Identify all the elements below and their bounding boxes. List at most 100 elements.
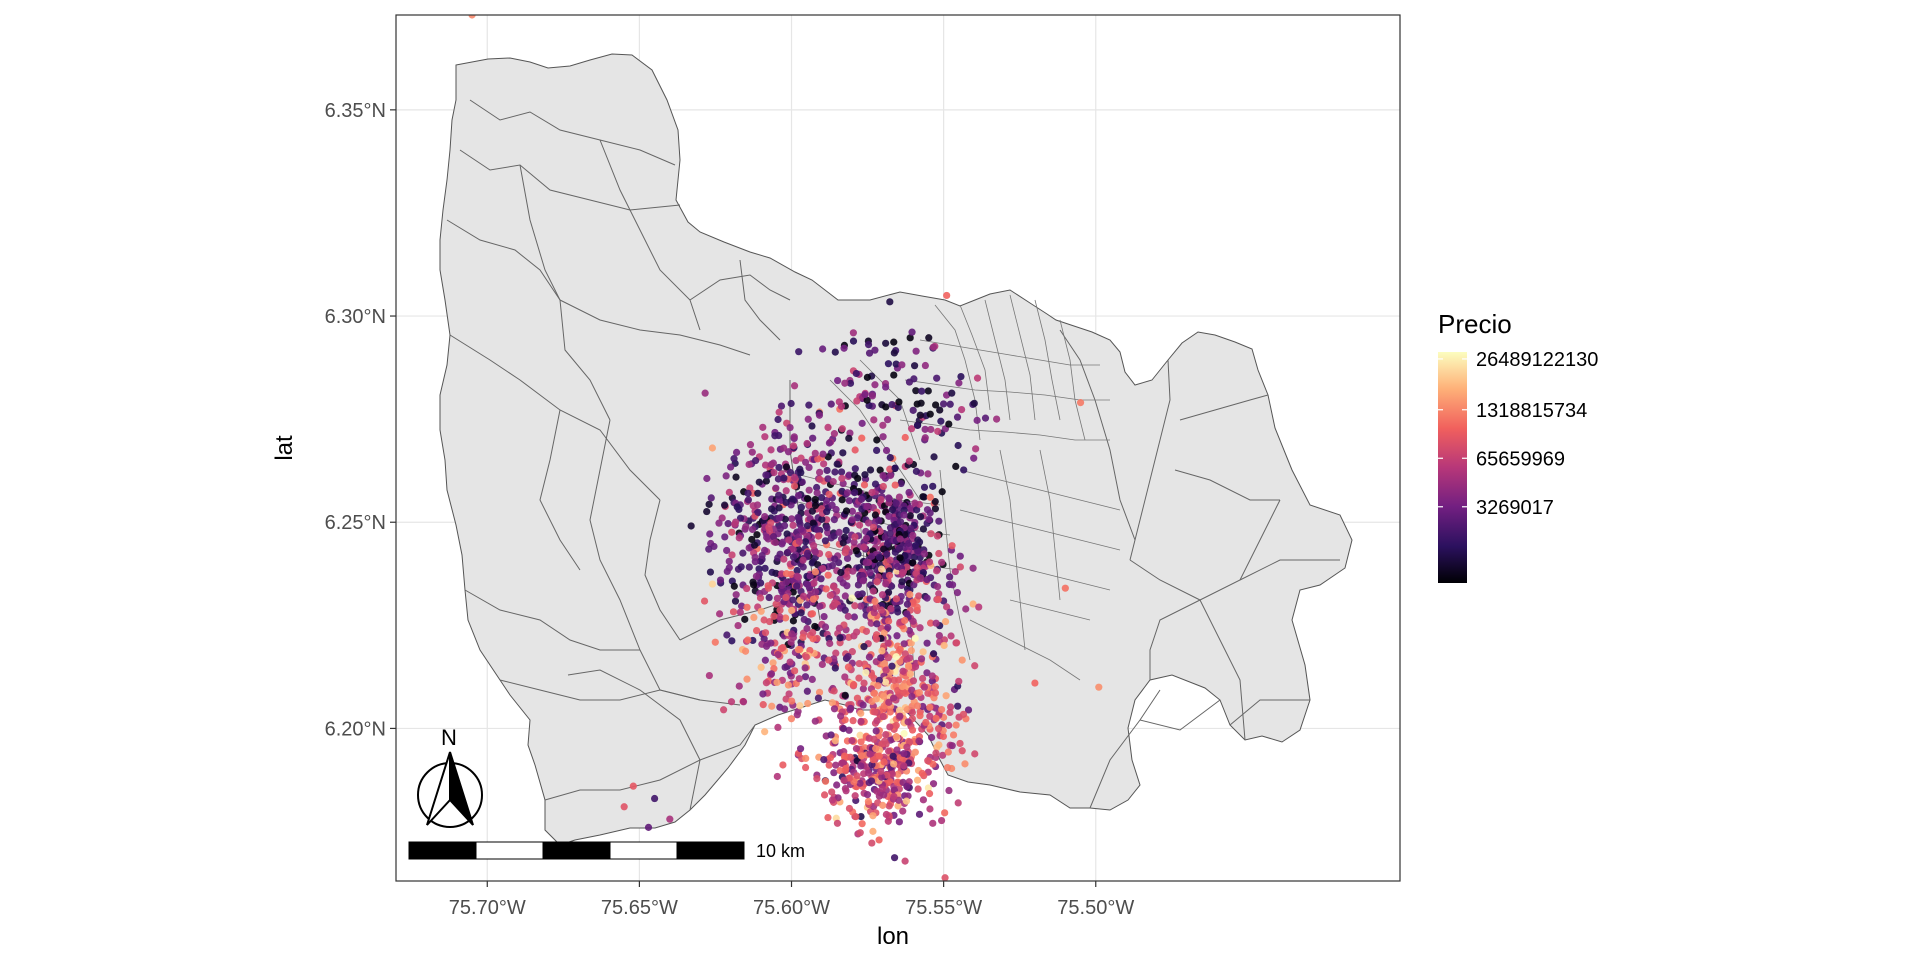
- data-point: [940, 641, 948, 650]
- data-point: [843, 489, 852, 497]
- data-point: [923, 575, 931, 584]
- data-point: [908, 328, 916, 336]
- data-point: [948, 542, 956, 550]
- data-point: [751, 558, 759, 566]
- data-point: [884, 654, 892, 662]
- scale-bar: 10 km: [408, 841, 805, 861]
- data-point: [651, 794, 659, 803]
- data-point: [887, 605, 895, 613]
- data-point: [773, 594, 782, 602]
- data-point: [762, 642, 771, 650]
- data-point: [921, 361, 929, 370]
- data-point: [898, 682, 906, 691]
- data-point: [969, 600, 977, 608]
- data-point: [788, 515, 796, 523]
- data-point: [882, 666, 890, 674]
- data-point: [919, 648, 927, 656]
- data-point: [761, 461, 770, 469]
- y-axis: 6.20°N 6.25°N 6.30°N 6.35°N: [325, 100, 396, 740]
- data-point: [732, 473, 740, 481]
- data-point: [912, 467, 920, 475]
- data-point: [787, 399, 795, 408]
- data-point: [851, 792, 859, 800]
- data-point: [886, 708, 894, 716]
- data-point: [929, 343, 937, 351]
- data-point: [705, 500, 713, 508]
- data-point: [722, 472, 730, 480]
- data-point: [783, 530, 791, 538]
- x-tick-label: 75.60°W: [753, 897, 830, 919]
- data-point: [787, 715, 796, 723]
- legend-colorbar: [1438, 352, 1467, 583]
- data-point: [874, 682, 882, 690]
- data-point: [1076, 399, 1085, 407]
- data-point: [970, 399, 978, 407]
- data-point: [938, 705, 946, 714]
- data-point: [776, 550, 784, 558]
- y-axis-title: lat: [271, 435, 298, 461]
- data-point: [706, 530, 714, 538]
- data-point: [914, 785, 922, 793]
- data-point: [903, 743, 911, 751]
- data-point: [892, 653, 900, 661]
- data-point: [959, 710, 968, 718]
- data-point: [788, 630, 796, 638]
- data-point: [880, 758, 888, 766]
- data-point: [913, 776, 922, 784]
- data-point: [931, 497, 939, 506]
- data-point: [838, 487, 846, 495]
- data-point: [926, 509, 934, 517]
- data-point: [815, 688, 824, 696]
- data-point: [806, 572, 814, 580]
- data-point: [891, 464, 899, 472]
- data-point: [850, 681, 858, 689]
- data-point: [752, 572, 761, 580]
- data-point: [857, 738, 865, 746]
- data-point: [827, 400, 835, 408]
- data-point: [842, 507, 851, 515]
- data-point: [820, 460, 828, 468]
- data-point: [915, 737, 923, 745]
- data-point: [801, 763, 810, 772]
- data-point: [824, 571, 832, 579]
- data-point: [825, 439, 833, 447]
- data-point: [899, 688, 908, 696]
- data-point: [741, 615, 749, 623]
- data-point: [924, 470, 932, 478]
- data-point: [862, 534, 871, 542]
- data-point: [908, 726, 917, 734]
- data-point: [878, 647, 886, 655]
- data-point: [934, 427, 942, 435]
- data-point: [925, 790, 934, 798]
- data-point: [817, 575, 825, 583]
- data-point: [845, 804, 854, 813]
- data-point: [842, 764, 850, 773]
- data-point: [932, 619, 940, 627]
- data-point: [948, 742, 956, 750]
- data-point: [892, 721, 900, 729]
- data-point: [707, 494, 715, 502]
- data-point: [808, 675, 816, 684]
- data-point: [782, 695, 790, 703]
- data-point: [832, 505, 840, 514]
- data-point: [782, 498, 790, 507]
- data-point: [824, 423, 832, 431]
- data-point: [796, 645, 804, 654]
- data-point: [720, 706, 728, 714]
- data-point: [825, 550, 833, 559]
- data-point: [924, 387, 932, 395]
- data-point: [870, 609, 878, 617]
- data-point: [797, 503, 805, 511]
- data-point: [886, 465, 894, 473]
- data-point: [788, 697, 796, 705]
- data-point: [762, 679, 770, 687]
- data-point: [868, 552, 876, 560]
- data-point: [925, 558, 934, 566]
- data-point: [904, 718, 912, 726]
- data-point: [782, 578, 791, 586]
- data-point: [908, 686, 916, 694]
- legend: Precio 26489122130 1318815734 65659969 3269…: [1438, 309, 1598, 583]
- data-point: [953, 413, 962, 421]
- data-point: [762, 471, 770, 479]
- data-point: [840, 752, 849, 760]
